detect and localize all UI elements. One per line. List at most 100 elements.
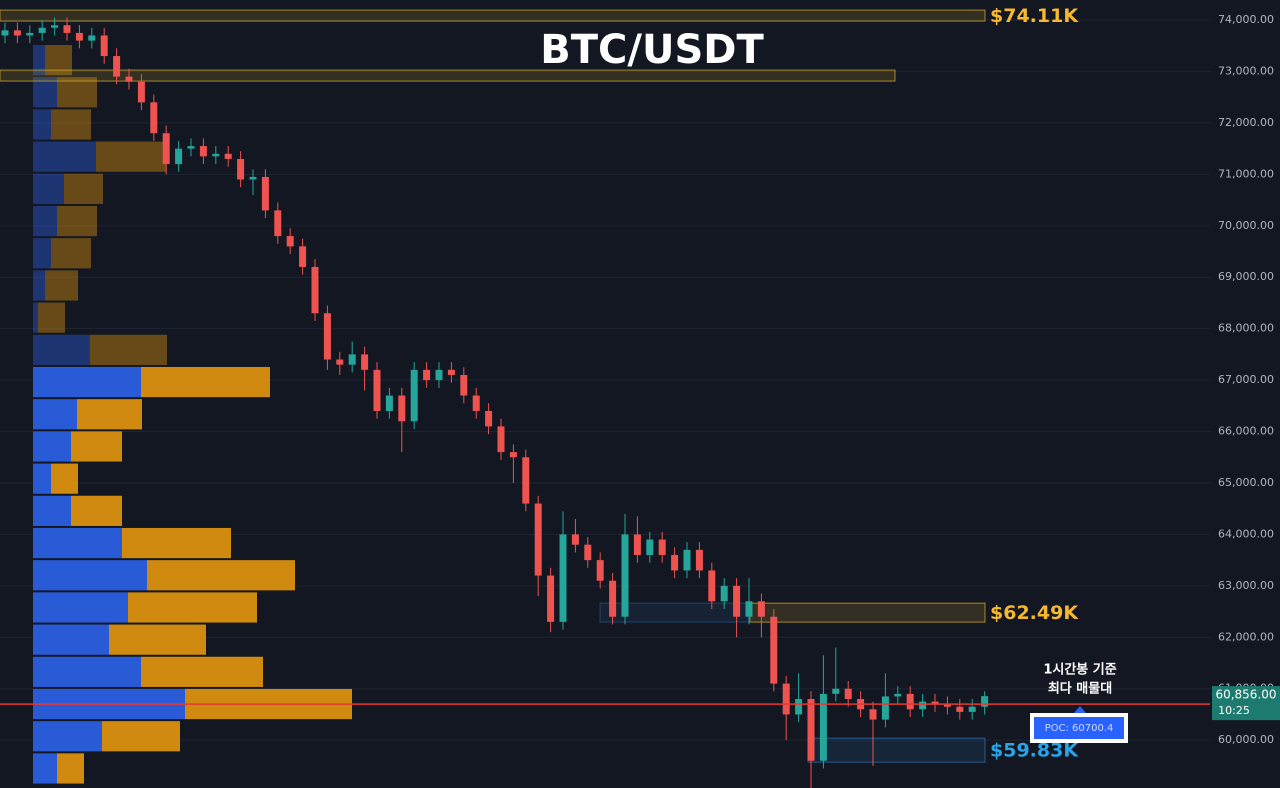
candle-body	[373, 369, 381, 411]
candle-body	[720, 585, 728, 602]
volume-buy	[33, 77, 57, 108]
volume-sell	[71, 495, 122, 526]
candle-body	[534, 503, 542, 576]
candle-body	[410, 369, 418, 422]
y-tick-label: 74,000.00	[1218, 13, 1274, 26]
volume-buy	[33, 44, 45, 76]
volume-buy	[33, 495, 71, 526]
candle-body	[113, 56, 121, 77]
zone	[749, 602, 986, 623]
y-tick-label: 73,000.00	[1218, 64, 1274, 77]
zone-label: $74.11K	[990, 5, 1079, 27]
volume-sell	[102, 721, 180, 752]
candle-body	[150, 102, 158, 134]
candle-body	[125, 76, 133, 82]
chart-title: BTC/USDT	[540, 27, 764, 73]
volume-sell	[90, 334, 167, 365]
candle-body	[137, 81, 145, 103]
candle-body	[894, 693, 902, 697]
candle-body	[26, 32, 34, 36]
candle-body	[819, 693, 827, 761]
candle-body	[633, 534, 641, 555]
y-tick-label: 68,000.00	[1218, 322, 1274, 335]
volume-sell	[45, 270, 78, 301]
volume-buy	[33, 366, 141, 398]
candle-body	[584, 544, 592, 561]
volume-sell	[57, 205, 97, 237]
candle-body	[522, 457, 530, 504]
poc-pointer	[1074, 706, 1086, 713]
zone-label: $62.49K	[990, 602, 1079, 624]
candle-body	[447, 369, 455, 375]
price-label: 60,856.00	[1215, 688, 1276, 702]
y-tick-label: 60,000.00	[1218, 733, 1274, 746]
candle-body	[832, 688, 840, 694]
candle-body	[881, 696, 889, 720]
note: 최다 매물대	[1048, 681, 1112, 697]
candle-body	[931, 701, 939, 705]
candle-body	[1, 30, 9, 36]
volume-buy	[33, 527, 122, 559]
y-tick-label: 71,000.00	[1218, 167, 1274, 180]
candle-body	[323, 313, 331, 360]
candle-body	[571, 534, 579, 545]
candle-body	[547, 575, 555, 622]
volume-buy	[33, 431, 71, 462]
candle-body	[559, 534, 567, 622]
y-tick-label: 63,000.00	[1218, 579, 1274, 592]
volume-sell	[71, 431, 122, 462]
poc-box	[1034, 717, 1124, 739]
candle-body	[224, 153, 232, 159]
candle-body	[286, 236, 294, 247]
candle-body	[398, 395, 406, 422]
candle-body	[658, 539, 666, 555]
candle-body	[187, 146, 195, 149]
zone	[0, 69, 896, 82]
countdown: 10:25	[1218, 704, 1250, 717]
volume-sell	[96, 141, 166, 172]
candle-body	[13, 30, 21, 36]
y-tick-label: 66,000.00	[1218, 425, 1274, 438]
volume-buy	[33, 334, 90, 365]
candle-body	[906, 693, 914, 710]
candle-body	[175, 148, 183, 165]
volume-buy	[33, 753, 57, 784]
zone	[807, 737, 986, 763]
y-tick-label: 72,000.00	[1218, 116, 1274, 129]
candle-body	[237, 158, 245, 180]
candle-body	[199, 146, 207, 157]
candle-body	[646, 539, 654, 555]
y-tick-label: 70,000.00	[1218, 219, 1274, 232]
candle-body	[509, 452, 517, 458]
volume-sell	[109, 624, 206, 655]
y-tick-label: 65,000.00	[1218, 476, 1274, 489]
candle-body	[745, 601, 753, 617]
candle-body	[336, 359, 344, 365]
candle-body	[956, 706, 964, 712]
candle-body	[683, 549, 691, 571]
candle-body	[274, 210, 282, 237]
candle-body	[75, 32, 83, 41]
candle-body	[621, 534, 629, 617]
candle-body	[385, 395, 393, 411]
y-tick-label: 62,000.00	[1218, 630, 1274, 643]
candle-body	[919, 701, 927, 710]
y-tick-label: 69,000.00	[1218, 270, 1274, 283]
volume-sell	[51, 109, 91, 140]
candle-body	[609, 580, 617, 617]
candle-body	[38, 27, 46, 33]
volume-buy	[33, 270, 45, 301]
candle-body	[733, 585, 741, 617]
candle-body	[708, 570, 716, 602]
volume-buy	[33, 173, 64, 204]
volume-buy	[33, 656, 141, 687]
volume-sell	[122, 527, 231, 559]
candle-body	[807, 699, 815, 761]
candle-body	[261, 176, 269, 211]
volume-buy	[33, 721, 102, 752]
candle-body	[88, 35, 96, 41]
volume-buy	[33, 624, 109, 655]
candle-body	[51, 25, 59, 28]
volume-buy	[33, 141, 96, 172]
